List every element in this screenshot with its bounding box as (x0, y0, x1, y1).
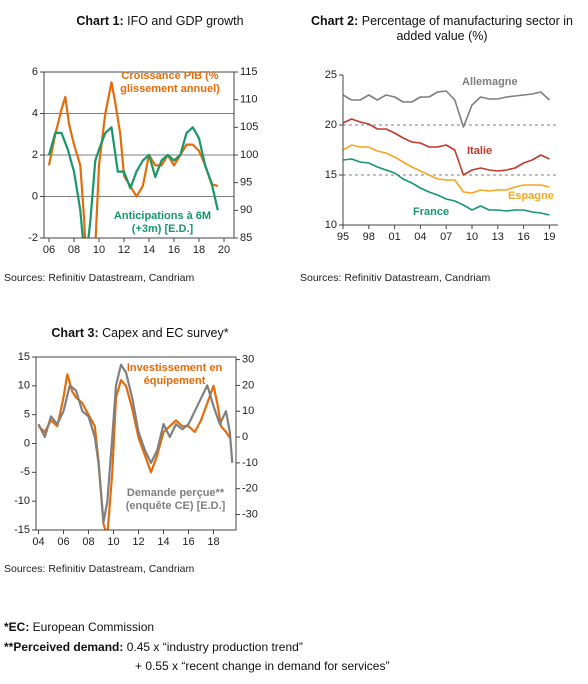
x-tick-label: 12 (132, 536, 144, 548)
chart-title: Chart 2: Percentage of manufacturing sec… (296, 14, 588, 44)
series-label: Anticipations à 6M (+3m) [E.D.] (113, 210, 212, 235)
series-label: Croissance PIB (% glissement annuel) (120, 70, 220, 95)
y2-tick-label: 10 (242, 405, 254, 417)
x-tick-label: 04 (32, 536, 44, 548)
y-tick-label: 6 (32, 66, 38, 78)
footnote: **Perceived demand: 0.45 x “industry pro… (4, 640, 303, 654)
x-tick-label: 04 (414, 231, 426, 243)
y2-tick-label: 0 (242, 431, 248, 443)
y-tick-label: 20 (325, 119, 337, 131)
series-line (47, 126, 219, 238)
y-tick-label: 25 (325, 69, 337, 81)
x-tick-label: 14 (157, 536, 169, 548)
x-tick-label: 18 (207, 536, 219, 548)
series-line (343, 118, 550, 176)
y-tick-label: 10 (325, 219, 337, 231)
y2-tick-label: 100 (240, 149, 258, 161)
y-tick-label: 4 (32, 107, 38, 119)
y-tick-label: -2 (28, 232, 38, 244)
x-tick-label: 19 (543, 231, 555, 243)
y-tick-label: 0 (32, 190, 38, 202)
y2-tick-label: 85 (240, 232, 252, 244)
y-tick-label: 15 (18, 351, 30, 363)
x-tick-label: 18 (193, 244, 205, 256)
chart-label: Chart 1: (76, 14, 124, 28)
x-tick-label: 16 (517, 231, 529, 243)
chart: 10 15 20 25 95 98 01 04 07 10 13 16 19 (325, 69, 558, 243)
x-tick-label: 01 (388, 231, 400, 243)
x-tick-label: 10 (93, 244, 105, 256)
chart-label: Chart 2: (311, 14, 359, 28)
series-line (343, 90, 550, 128)
y2-tick-label: -30 (242, 508, 258, 520)
y2-tick-label: -20 (242, 483, 258, 495)
y-tick-label: 10 (18, 380, 30, 392)
y2-tick-label: 110 (240, 94, 258, 106)
x-tick-label: 06 (43, 244, 55, 256)
series-line (47, 81, 219, 238)
x-tick-label: 10 (466, 231, 478, 243)
series-label: Espagne (508, 190, 554, 202)
y2-tick-label: -10 (242, 457, 258, 469)
chart-source: Sources: Refinitiv Datastream, Candriam (4, 272, 195, 284)
x-tick-label: 98 (363, 231, 375, 243)
chart: -15 -10 -5 0 5 10 15 -30 -20 -10 0 10 20 30 04 06 08 10 12… (14, 351, 258, 548)
series-line (37, 373, 231, 530)
footnote: *EC: European Commission (4, 620, 154, 634)
x-tick-label: 10 (107, 536, 119, 548)
y2-tick-label: 115 (240, 66, 258, 78)
footnote: + 0.55 x “recent change in demand for se… (135, 659, 389, 673)
note-term: *EC: (4, 620, 30, 634)
y2-tick-label: 95 (240, 177, 252, 189)
x-tick-label: 08 (82, 536, 94, 548)
x-tick-label: 07 (440, 231, 452, 243)
chart-title-text: Percentage of manufacturing sector in ad… (361, 14, 573, 43)
series-label: France (413, 206, 450, 218)
series-line (37, 363, 234, 524)
note-text: 0.45 x “industry production trend” (123, 640, 303, 654)
y-tick-label: 0 (24, 437, 30, 449)
series-label: Allemagne (462, 76, 518, 88)
x-tick-label: 08 (68, 244, 80, 256)
y-tick-label: 2 (32, 149, 38, 161)
x-tick-label: 16 (182, 536, 194, 548)
note-text: + 0.55 x “recent change in demand for se… (135, 659, 390, 673)
y2-tick-label: 20 (242, 379, 254, 391)
y2-tick-label: 90 (240, 204, 252, 216)
y2-tick-label: 30 (242, 353, 254, 365)
y-tick-label: -10 (14, 495, 30, 507)
series-label: Investissement en équipement (126, 362, 223, 387)
y-tick-label: -5 (20, 466, 30, 478)
x-tick-label: 12 (118, 244, 130, 256)
plot-frame (43, 71, 235, 239)
plot-frame (35, 356, 237, 531)
x-tick-label: 06 (57, 536, 69, 548)
x-tick-label: 13 (492, 231, 504, 243)
series-label: Demande perçue** (enquête CE) [E.D.] (125, 487, 226, 512)
chart: -2 0 2 4 6 85 90 95 100 105 110 115 06 08 10 12 14 16 18 20 (28, 66, 258, 256)
note-term: **Perceived demand: (4, 640, 124, 654)
series-line (343, 158, 550, 216)
chart-title: Chart 3: Capex and EC survey* (30, 326, 250, 341)
x-tick-label: 16 (168, 244, 180, 256)
note-text: European Commission (29, 620, 155, 634)
chart-title-text: IFO and GDP growth (127, 14, 244, 28)
chart-source: Sources: Refinitiv Datastream, Candriam (4, 563, 195, 575)
y-tick-label: -15 (14, 524, 30, 536)
x-tick-label: 14 (143, 244, 155, 256)
y2-tick-label: 105 (240, 121, 258, 133)
x-tick-label: 95 (337, 231, 349, 243)
chart-label: Chart 3: (51, 326, 99, 340)
y-tick-label: 5 (24, 409, 30, 421)
chart-title: Chart 1: IFO and GDP growth (40, 14, 280, 29)
chart-title-text: Capex and EC survey* (102, 326, 229, 340)
x-tick-label: 20 (218, 244, 230, 256)
series-label: Italie (467, 145, 493, 157)
chart-source: Sources: Refinitiv Datastream, Candriam (300, 272, 491, 284)
series-line (343, 144, 550, 194)
y-tick-label: 15 (325, 169, 337, 181)
